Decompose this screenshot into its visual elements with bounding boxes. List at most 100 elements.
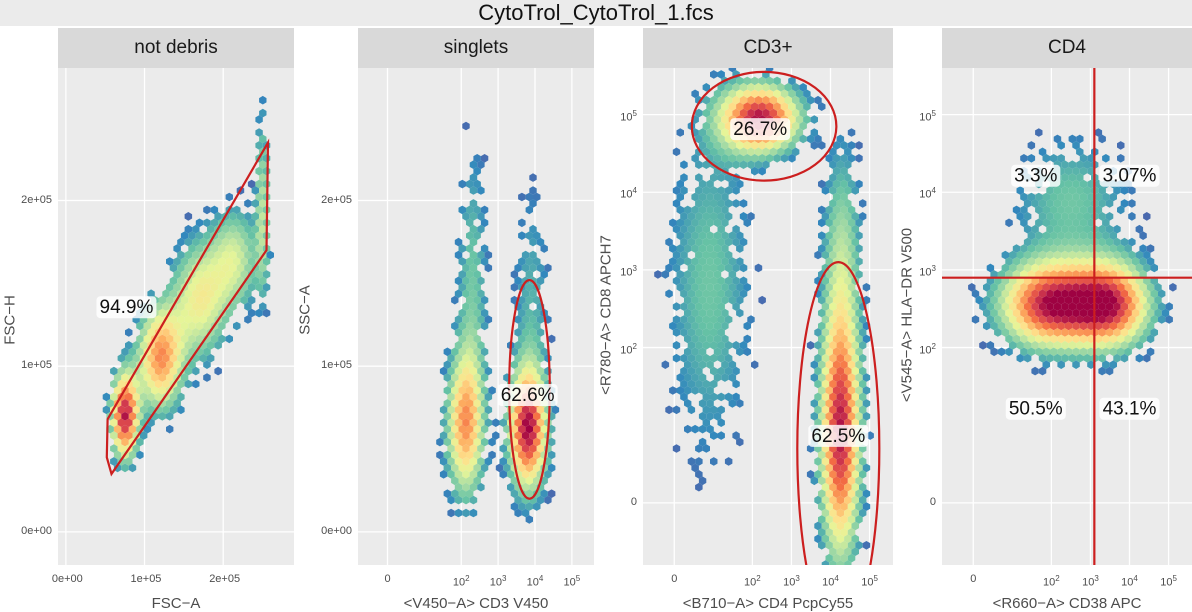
- hexbin-cell: [521, 405, 530, 415]
- hexbin-cell: [1094, 270, 1103, 279]
- hexbin-cell: [521, 250, 530, 260]
- hexbin-cell: [1113, 224, 1121, 234]
- hexbin-cell: [1042, 257, 1050, 266]
- hexbin-cell: [1087, 283, 1095, 292]
- hexbin-cell: [818, 399, 826, 408]
- hexbin-cell: [1098, 328, 1106, 337]
- y-axis-title: SSC−A: [296, 285, 314, 335]
- hexbin-cell: [792, 83, 800, 92]
- hexbin-cell: [177, 379, 185, 389]
- hexbin-cell: [1094, 334, 1103, 344]
- hexbin-cell: [218, 257, 226, 266]
- hexbin-cell: [1139, 270, 1147, 279]
- hexbin-cell: [533, 463, 541, 473]
- hexbin-cell: [698, 141, 707, 150]
- hexbin-cell: [1016, 353, 1024, 363]
- hexbin-cell: [195, 218, 204, 228]
- hexbin-cell: [1120, 250, 1129, 260]
- hexbin-cell: [1038, 315, 1047, 324]
- hexbin-cell: [1083, 289, 1091, 298]
- hexbin-cell: [736, 244, 744, 253]
- hexbin-cell: [1150, 302, 1158, 311]
- hexbin-cell: [1098, 315, 1106, 324]
- hexbin-cell: [1068, 186, 1077, 195]
- hexbin-cell: [525, 270, 533, 279]
- hexbin-cell: [859, 405, 867, 415]
- hexbin-cell: [706, 102, 714, 111]
- hexbin-cell: [259, 199, 267, 208]
- hexbin-cell: [691, 89, 699, 99]
- hexbin-cell: [1020, 218, 1028, 228]
- hexbin-cell: [818, 528, 826, 537]
- hexbin-cell: [1087, 257, 1095, 266]
- hexbin-cell: [1009, 289, 1017, 298]
- hexbin-cell: [192, 224, 200, 234]
- hexbin-cell: [832, 166, 841, 176]
- hexbin-cell: [855, 244, 863, 253]
- hexbin-cell: [1001, 315, 1009, 324]
- hexbin-cell: [1135, 328, 1144, 337]
- hexbin-cell: [1139, 295, 1147, 305]
- hexbin-cell: [832, 244, 841, 253]
- hexbin-cell: [844, 250, 852, 260]
- hexbin-cell: [1113, 250, 1121, 260]
- hexbin-cell: [769, 108, 778, 118]
- hexbin-cell: [525, 334, 533, 344]
- hexbin-cell: [477, 212, 485, 221]
- hexbin-cell: [836, 547, 845, 556]
- hexbin-cell: [743, 347, 751, 357]
- hexbin-cell: [836, 212, 845, 221]
- hexbin-cell: [695, 341, 703, 350]
- hexbin-cell: [466, 334, 474, 344]
- hexbin-cell: [236, 250, 245, 260]
- y-tick-label: 105: [919, 108, 936, 124]
- hexbin-cell: [162, 353, 170, 363]
- hexbin-cell: [698, 412, 707, 421]
- hexbin-cell: [454, 495, 463, 505]
- hexbin-cell: [710, 147, 718, 157]
- hexbin-cell: [469, 224, 478, 234]
- hexbin-cell: [844, 560, 852, 565]
- x-tick-label: 2e+05: [209, 573, 241, 585]
- hexbin-cell: [851, 418, 859, 427]
- hexbin-cell: [706, 334, 714, 344]
- hexbin-cell: [1057, 334, 1065, 344]
- hexbin-cell: [859, 470, 867, 479]
- hexbin-cell: [536, 263, 545, 273]
- hexbin-cell: [836, 534, 845, 544]
- hexbin-cell: [713, 128, 722, 137]
- hexbin-cell: [1061, 212, 1069, 221]
- hexbin-cell: [255, 115, 263, 124]
- hexbin-cell: [469, 495, 478, 505]
- hexbin-cell: [121, 463, 129, 473]
- hexbin-cell: [844, 470, 852, 479]
- hexbin-cell: [533, 231, 541, 240]
- plot-area: 62.6%: [358, 68, 594, 565]
- hexbin-cell: [732, 289, 740, 298]
- hexbin-cell: [862, 489, 871, 498]
- hexbin-cell: [451, 386, 459, 395]
- hexbin-cell: [702, 444, 710, 453]
- hexbin-cell: [466, 283, 474, 292]
- hexbin-cell: [510, 424, 519, 434]
- hexbin-cell: [1098, 199, 1106, 208]
- hexbin-cell: [454, 392, 463, 402]
- hexbin-cell: [244, 237, 252, 247]
- hexbin-cell: [702, 328, 710, 337]
- hexbin-cell: [836, 508, 845, 518]
- hexbin-cell: [795, 115, 804, 124]
- hexbin-cell: [739, 108, 748, 118]
- hexbin-cell: [855, 489, 863, 498]
- hexbin-cell: [971, 289, 980, 298]
- hexbin-cell: [458, 399, 466, 408]
- hexbin-cell: [851, 328, 859, 337]
- hexbin-cell: [724, 289, 733, 298]
- hexbin-cell: [724, 263, 733, 273]
- hexbin-cell: [832, 412, 841, 421]
- hexbin-cell: [451, 463, 459, 473]
- hexbin-cell: [773, 76, 781, 86]
- hexbin-cell: [518, 295, 526, 305]
- hexbin-cell: [518, 218, 526, 228]
- hexbin-cell: [698, 360, 707, 369]
- hexbin-cell: [514, 263, 522, 273]
